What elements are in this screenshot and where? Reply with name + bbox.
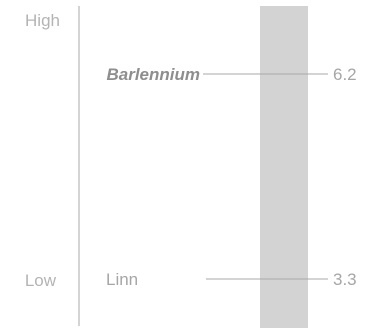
highlight-band bbox=[260, 6, 308, 328]
scale-low-label: Low bbox=[25, 271, 57, 290]
value-label-barlennium: 6.2 bbox=[333, 65, 357, 84]
item-label-barlennium: Barlennium bbox=[106, 65, 200, 84]
value-label-linn: 3.3 bbox=[333, 270, 357, 289]
chart-items: Barlennium 6.2 Linn 3.3 bbox=[106, 65, 357, 289]
scale-high-label: High bbox=[25, 11, 60, 30]
item-label-linn: Linn bbox=[106, 270, 138, 289]
